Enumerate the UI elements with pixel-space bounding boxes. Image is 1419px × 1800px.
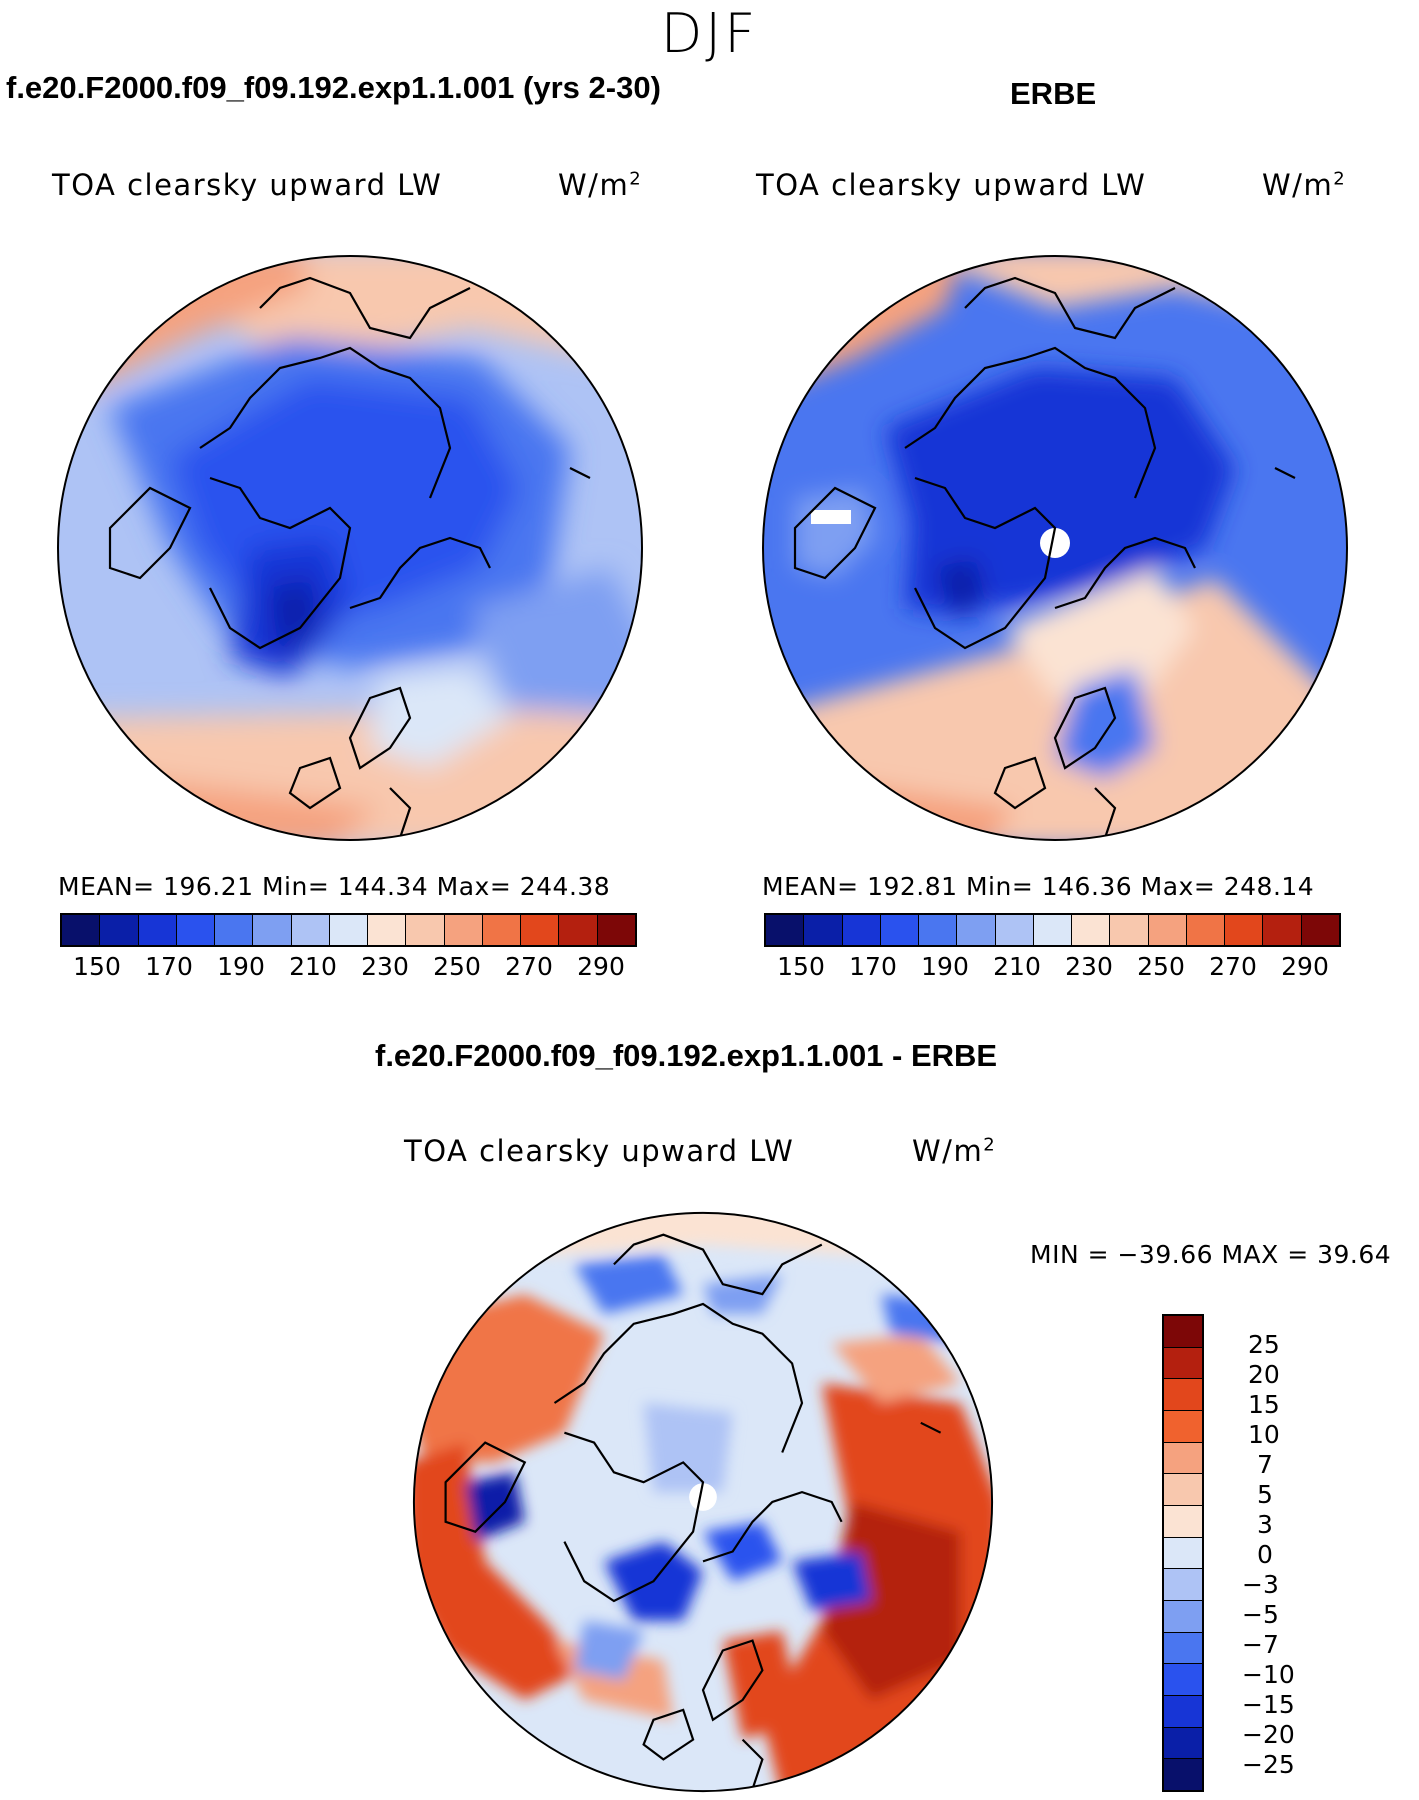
panel-stats: MEAN= 196.21 Min= 144.34 Max= 244.38 bbox=[58, 872, 611, 901]
colorbar-tick: 210 bbox=[289, 952, 337, 981]
polar-map-model bbox=[57, 255, 643, 841]
colorbar-tick: 230 bbox=[1065, 952, 1113, 981]
difference-units-label: W/m2 bbox=[912, 1134, 997, 1168]
colorbar-tick: 15 bbox=[1248, 1390, 1280, 1419]
colorbar-tick: 170 bbox=[849, 952, 897, 981]
colorbar-tick: −20 bbox=[1242, 1720, 1295, 1749]
polar-map-difference bbox=[412, 1211, 994, 1793]
colorbar-tick: −15 bbox=[1242, 1690, 1295, 1719]
colorbar-tick: −7 bbox=[1242, 1630, 1279, 1659]
colorbar-tick: 190 bbox=[217, 952, 265, 981]
colorbar-tick: 7 bbox=[1257, 1450, 1273, 1479]
panel-variable-label: TOA clearsky upward LW bbox=[52, 168, 443, 202]
colorbar-tick: 290 bbox=[577, 952, 625, 981]
difference-title: f.e20.F2000.f09_f09.192.exp1.1.001 - ERB… bbox=[375, 1038, 998, 1073]
colorbar-tick: 250 bbox=[433, 952, 481, 981]
panel-units-label: W/m2 bbox=[1262, 168, 1347, 202]
colorbar-model bbox=[60, 913, 637, 947]
panel-variable-label: TOA clearsky upward LW bbox=[756, 168, 1147, 202]
colorbar-tick: 230 bbox=[361, 952, 409, 981]
colorbar-tick: 270 bbox=[1209, 952, 1257, 981]
colorbar-tick: 210 bbox=[993, 952, 1041, 981]
colorbar-tick: 20 bbox=[1248, 1360, 1280, 1389]
panel-stats: MEAN= 192.81 Min= 146.36 Max= 248.14 bbox=[762, 872, 1315, 901]
colorbar-tick: 0 bbox=[1257, 1540, 1273, 1569]
colorbar-difference bbox=[1162, 1314, 1204, 1792]
panel-title-model: f.e20.F2000.f09_f09.192.exp1.1.001 (yrs … bbox=[6, 70, 661, 105]
difference-stats: MIN = −39.66 MAX = 39.64 bbox=[1030, 1240, 1392, 1269]
colorbar-tick: −5 bbox=[1242, 1600, 1279, 1629]
panel-title-obs: ERBE bbox=[1010, 76, 1097, 111]
colorbar-tick: 3 bbox=[1257, 1510, 1273, 1539]
colorbar-tick: 270 bbox=[505, 952, 553, 981]
polar-map-obs bbox=[762, 255, 1348, 841]
colorbar-tick: 170 bbox=[145, 952, 193, 981]
panel-units-label: W/m2 bbox=[558, 168, 643, 202]
colorbar-tick: 5 bbox=[1257, 1480, 1273, 1509]
colorbar-obs bbox=[764, 913, 1341, 947]
colorbar-tick: 290 bbox=[1281, 952, 1329, 981]
colorbar-tick: −10 bbox=[1242, 1660, 1295, 1689]
colorbar-tick: 250 bbox=[1137, 952, 1185, 981]
colorbar-tick: 150 bbox=[777, 952, 825, 981]
difference-variable-label: TOA clearsky upward LW bbox=[404, 1134, 795, 1168]
colorbar-tick: 10 bbox=[1248, 1420, 1280, 1449]
colorbar-tick: 190 bbox=[921, 952, 969, 981]
colorbar-tick: −3 bbox=[1242, 1570, 1279, 1599]
colorbar-tick: 150 bbox=[73, 952, 121, 981]
colorbar-tick: 25 bbox=[1248, 1330, 1280, 1359]
season-title: DJF bbox=[660, 2, 759, 65]
colorbar-tick: −25 bbox=[1242, 1750, 1295, 1779]
